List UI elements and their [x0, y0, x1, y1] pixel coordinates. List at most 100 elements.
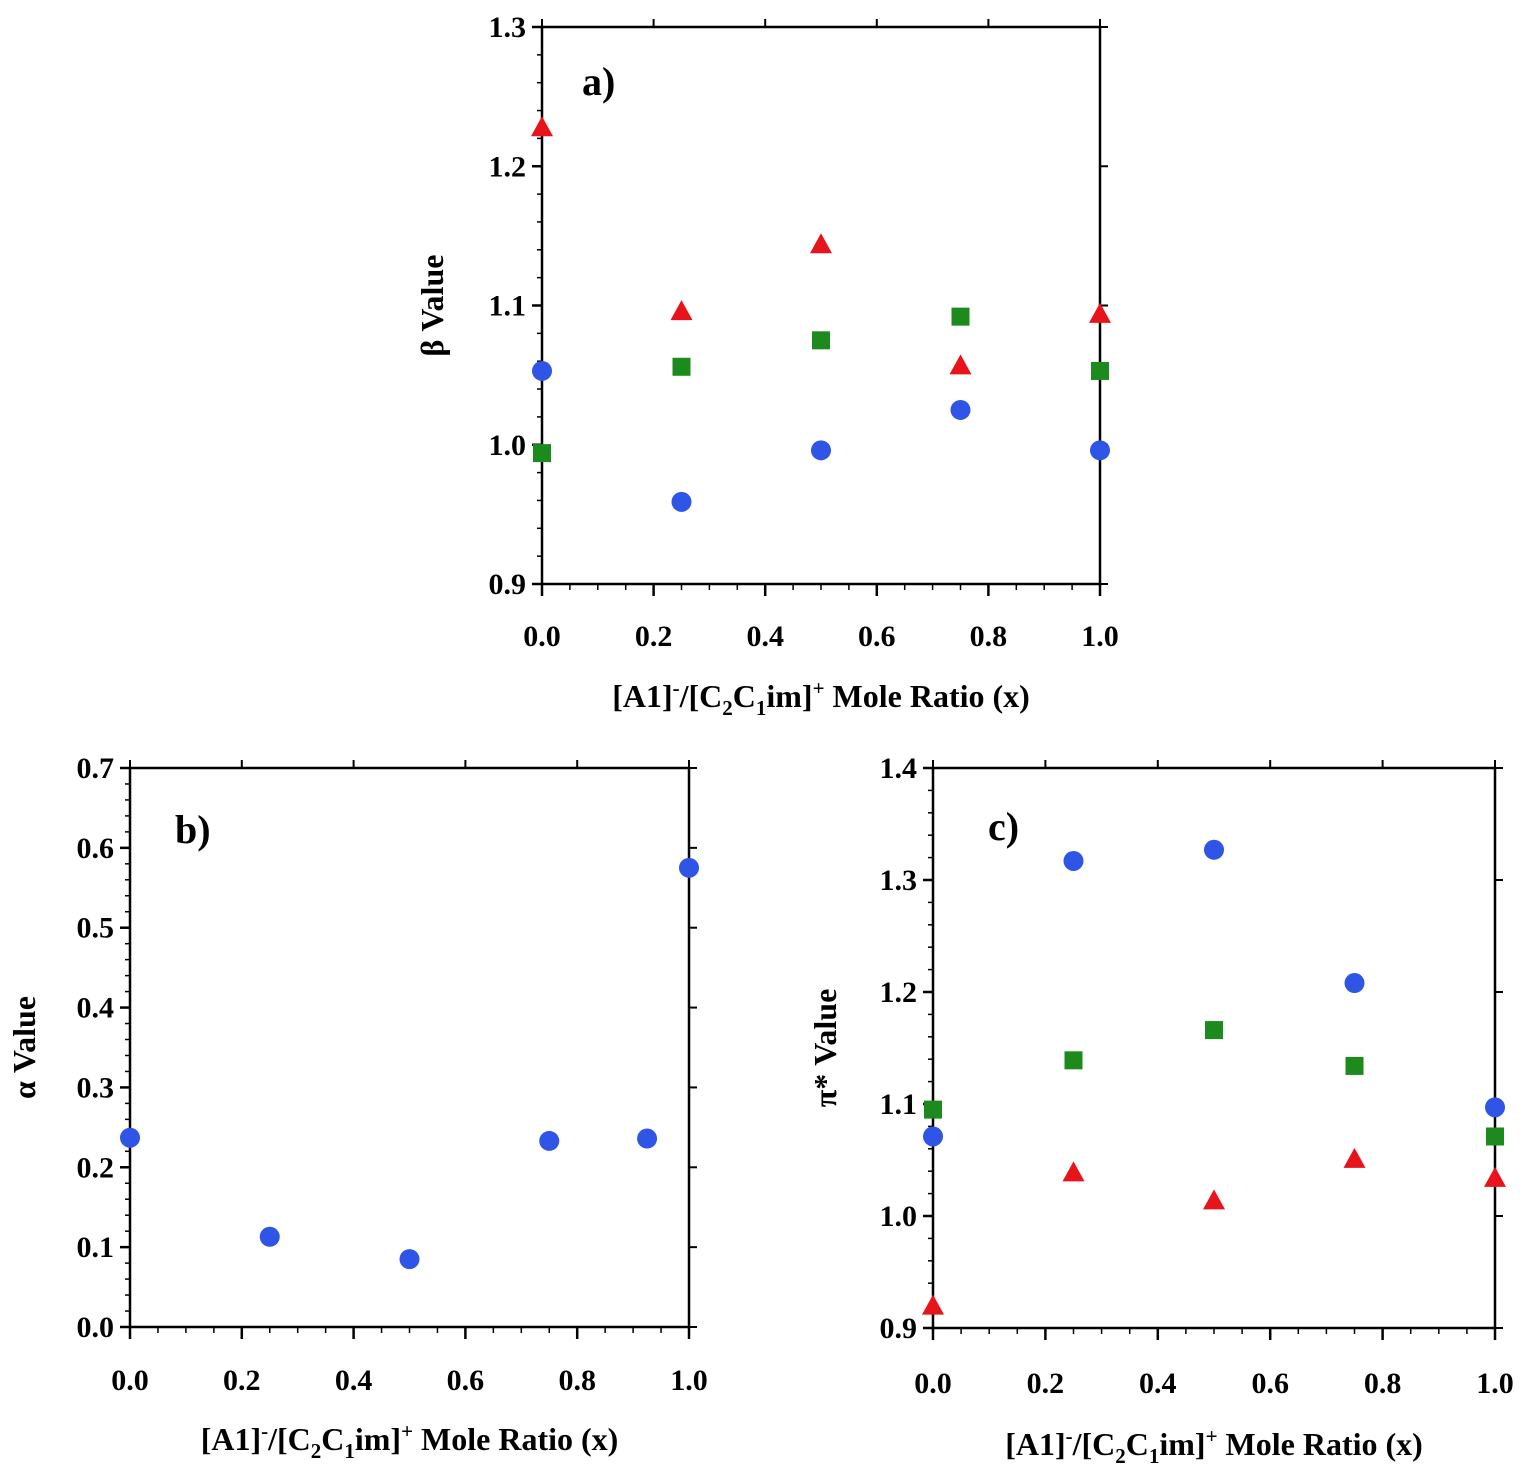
y-tick-label: 0.7 [77, 752, 115, 785]
x-tick-label: 0.6 [447, 1364, 485, 1397]
panel-label: c) [988, 804, 1019, 849]
y-tick-label: 0.5 [77, 912, 115, 945]
chart-panel-1: 0.0 0.1 0.2 0.3 0.4 0.5 0.6 0.7 0.0 0.2 0.4 0.6 0.8 1… [6, 752, 708, 1463]
y-tick-label: 0.3 [77, 1071, 115, 1104]
x-axis-title-sub2: 1 [344, 1439, 355, 1463]
y-tick-label: 1.3 [489, 11, 527, 44]
y-tick-label: 1.3 [880, 864, 918, 897]
plot-frame [540, 25, 1102, 586]
y-axis-title: α Value [6, 996, 42, 1099]
y-axis-title: β Value [414, 255, 450, 357]
y-tick-label: 1.2 [489, 150, 527, 183]
x-axis-title-post: Mole Ratio (x) [1218, 1426, 1423, 1462]
chart-panel-2: 0.9 1.0 1.1 1.2 1.3 1.4 0.0 0.2 0.4 0.6 0.8 1.0 c) π*… [807, 752, 1514, 1468]
x-axis-title-sup1: - [1066, 1424, 1073, 1448]
square-marker [1345, 1056, 1364, 1075]
x-axis-title-mid1: /[C [679, 678, 723, 714]
circle-marker [1063, 850, 1084, 871]
circle-marker [399, 1249, 420, 1270]
circle-marker [671, 491, 692, 512]
y-axis-title: π* Value [807, 989, 843, 1108]
x-tick-label: 0.2 [635, 620, 673, 653]
triangle-marker [1343, 1147, 1366, 1168]
y-tick-label: 0.9 [880, 1312, 918, 1345]
x-axis-title-sup1: - [261, 1419, 268, 1443]
x-tick-label: 0.6 [1251, 1367, 1289, 1400]
x-axis-title-post: Mole Ratio (x) [413, 1421, 618, 1457]
x-tick-label: 0.4 [1139, 1367, 1177, 1400]
y-tick-label: 1.1 [880, 1088, 918, 1121]
y-tick-label: 0.9 [489, 568, 527, 601]
x-axis-title-sup2: + [1206, 1424, 1218, 1448]
chart-panel-0: 0.9 1.0 1.1 1.2 1.3 0.0 0.2 0.4 0.6 0.8 1.0 a) β Val… [414, 11, 1119, 720]
triangle-marker [531, 116, 553, 137]
circle-marker [950, 399, 971, 420]
x-axis-title-mid3: im] [766, 678, 812, 714]
x-tick-label: 1.0 [1081, 620, 1119, 653]
y-tick-label: 1.4 [880, 752, 918, 785]
triangle-marker [1089, 302, 1111, 323]
circle-marker [811, 440, 831, 461]
x-axis-title-sub2: 1 [1149, 1444, 1160, 1468]
circle-marker [1090, 440, 1110, 461]
x-axis-title-mid3: im] [355, 1421, 401, 1457]
panel-label: a) [582, 59, 615, 104]
square-marker [924, 1100, 942, 1119]
circle-marker [259, 1226, 280, 1247]
x-axis-title-sup1: - [673, 676, 680, 700]
x-axis-title-mid2: C [1126, 1426, 1149, 1462]
circle-marker [120, 1127, 140, 1148]
square-marker [1486, 1127, 1504, 1146]
plot-frame [128, 766, 691, 1329]
x-axis-title: [A1]-/[C2C1im]+ Mole Ratio (x) [201, 1419, 619, 1463]
triangle-marker [922, 1294, 944, 1315]
x-axis-title-mid2: C [733, 678, 756, 714]
square-marker [1091, 361, 1109, 380]
x-tick-label: 0.0 [523, 620, 561, 653]
x-axis-title: [A1]-/[C2C1im]+ Mole Ratio (x) [612, 676, 1030, 720]
square-marker [1205, 1021, 1223, 1040]
x-axis-title-sup2: + [813, 676, 825, 700]
triangle-marker [670, 300, 693, 321]
x-axis-title: [A1]-/[C2C1im]+ Mole Ratio (x) [1005, 1424, 1423, 1468]
x-axis-title-sup2: + [401, 1419, 413, 1443]
x-tick-label: 0.2 [1027, 1367, 1065, 1400]
square-marker [672, 357, 691, 376]
panel-label: b) [175, 807, 211, 852]
x-axis-title-pre: [A1] [1005, 1426, 1065, 1462]
x-tick-label: 0.2 [223, 1364, 261, 1397]
x-tick-label: 1.0 [670, 1364, 708, 1397]
x-axis-title-sub1: 2 [1115, 1444, 1126, 1468]
x-tick-label: 0.8 [970, 620, 1008, 653]
x-tick-label: 1.0 [1476, 1367, 1514, 1400]
circle-marker [1344, 973, 1365, 994]
circle-marker [1204, 839, 1224, 860]
square-marker [533, 444, 551, 463]
x-tick-label: 0.4 [746, 620, 784, 653]
square-marker [1064, 1051, 1083, 1070]
triangle-marker [1062, 1161, 1085, 1182]
circle-marker [539, 1130, 560, 1151]
x-tick-label: 0.6 [858, 620, 896, 653]
circle-marker [1485, 1097, 1505, 1118]
x-axis-title-sub1: 2 [311, 1439, 322, 1463]
x-tick-label: 0.8 [558, 1364, 596, 1397]
triangle-marker [949, 354, 972, 375]
x-tick-label: 0.4 [335, 1364, 373, 1397]
y-tick-label: 1.1 [489, 290, 527, 323]
circle-marker [532, 360, 552, 381]
triangle-marker [1484, 1166, 1506, 1187]
square-marker [951, 307, 970, 326]
x-tick-label: 0.0 [914, 1367, 952, 1400]
x-axis-title-mid2: C [321, 1421, 344, 1457]
triangle-marker [1203, 1189, 1225, 1210]
x-axis-title-mid1: /[C [1072, 1426, 1116, 1462]
x-tick-label: 0.8 [1364, 1367, 1402, 1400]
y-tick-label: 0.2 [77, 1151, 115, 1184]
x-axis-title-pre: [A1] [612, 678, 672, 714]
x-axis-title-mid3: im] [1159, 1426, 1205, 1462]
y-tick-label: 0.0 [77, 1311, 115, 1344]
circle-marker [637, 1128, 658, 1149]
y-tick-label: 1.0 [880, 1200, 918, 1233]
